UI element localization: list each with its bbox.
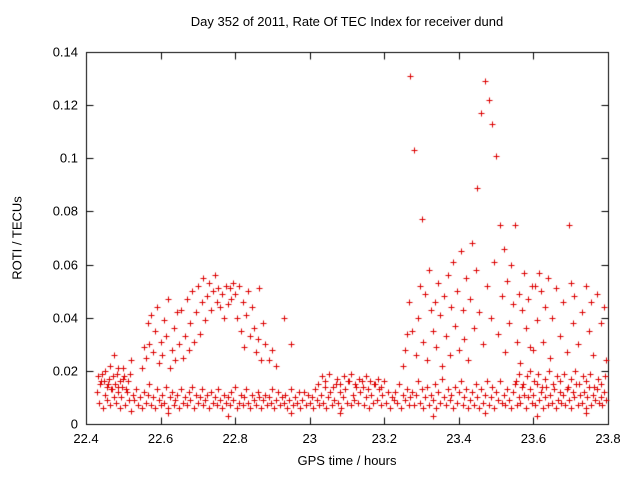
x-tick-label: 23 [302, 431, 317, 446]
y-tick-label: 0.1 [59, 150, 78, 166]
x-axis-label: GPS time / hours [297, 453, 397, 468]
y-tick-label: 0 [70, 416, 78, 432]
chart-title: Day 352 of 2011, Rate Of TEC Index for r… [190, 14, 504, 29]
x-tick-label: 23.8 [595, 431, 621, 446]
x-tick-label: 22.8 [222, 431, 248, 446]
x-tick-label: 23.4 [446, 431, 472, 446]
y-tick-label: 0.08 [52, 203, 78, 219]
y-tick-label: 0.02 [52, 363, 78, 379]
y-tick-label: 0.14 [52, 44, 78, 60]
y-tick-label: 0.06 [52, 257, 78, 273]
y-tick-label: 0.12 [52, 97, 78, 113]
y-axis-label: ROTI / TECUs [9, 196, 25, 280]
x-tick-label: 22.4 [73, 431, 99, 446]
x-tick-label: 23.2 [371, 431, 397, 446]
x-tick-label: 22.6 [147, 431, 174, 446]
x-tick-label: 23.6 [520, 431, 547, 446]
y-tick-label: 0.04 [52, 310, 78, 326]
